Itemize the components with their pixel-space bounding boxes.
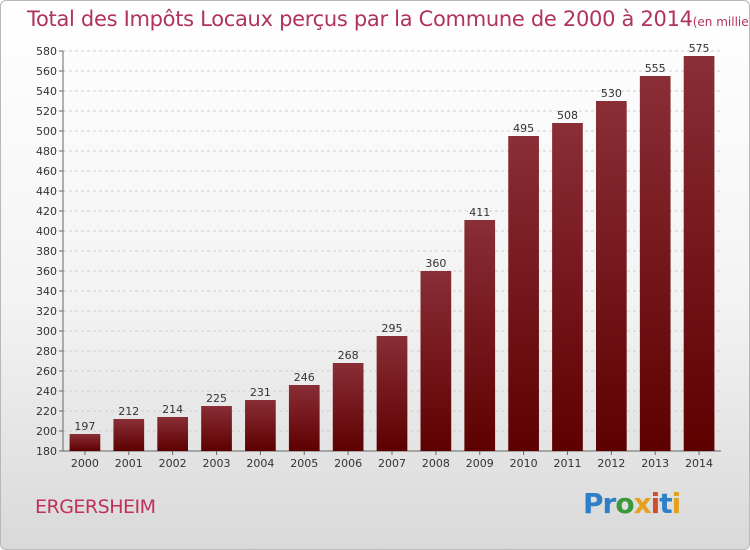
value-label-2007: 295 <box>382 322 403 335</box>
value-label-2004: 231 <box>250 386 271 399</box>
logo-part-1: Pr <box>583 487 616 520</box>
bar-2009 <box>464 220 496 451</box>
y-tick-label: 320 <box>36 305 57 318</box>
x-tick-label-2012: 2012 <box>597 457 625 470</box>
y-tick-label: 580 <box>36 45 57 58</box>
chart-title-unit: (en milliers d'€) <box>692 15 749 29</box>
bar-2012 <box>595 101 627 451</box>
x-tick-label-2000: 2000 <box>71 457 99 470</box>
bar-2013 <box>639 76 671 451</box>
y-tick-label: 340 <box>36 285 57 298</box>
y-tick-label: 480 <box>36 145 57 158</box>
y-tick-label: 460 <box>36 165 57 178</box>
value-label-2006: 268 <box>338 349 359 362</box>
y-tick-label: 300 <box>36 325 57 338</box>
x-tick-label-2008: 2008 <box>422 457 450 470</box>
value-label-2010: 495 <box>513 122 534 135</box>
y-tick-label: 440 <box>36 185 57 198</box>
y-tick-label: 420 <box>36 205 57 218</box>
x-tick-label-2010: 2010 <box>510 457 538 470</box>
y-tick-label: 560 <box>36 65 57 78</box>
value-label-2002: 214 <box>162 403 183 416</box>
value-label-2012: 530 <box>601 87 622 100</box>
value-label-2009: 411 <box>469 206 490 219</box>
y-tick-label: 500 <box>36 125 57 138</box>
value-label-2005: 246 <box>294 371 315 384</box>
value-label-2008: 360 <box>425 257 446 270</box>
x-tick-label-2003: 2003 <box>203 457 231 470</box>
bar-2001 <box>113 419 145 451</box>
x-tick-label-2014: 2014 <box>685 457 713 470</box>
y-tick-label: 360 <box>36 265 57 278</box>
y-tick-label: 520 <box>36 105 57 118</box>
x-tick-label-2013: 2013 <box>641 457 669 470</box>
logo-part-6: i <box>671 487 682 520</box>
value-label-2011: 508 <box>557 109 578 122</box>
proxiti-logo: Proxiti <box>583 487 682 520</box>
y-tick-label: 400 <box>36 225 57 238</box>
value-label-2003: 225 <box>206 392 227 405</box>
x-tick-label-2011: 2011 <box>553 457 581 470</box>
data-labels: 197 212 214 225 231 246 268 295 360 411 495 508 530 5… <box>74 42 709 433</box>
bar-2007 <box>376 336 408 451</box>
chart-title-text: Total des Impôts Locaux perçus par la Co… <box>27 7 693 31</box>
y-tick-label: 260 <box>36 365 57 378</box>
y-tick-label: 200 <box>36 425 57 438</box>
value-label-2001: 212 <box>118 405 139 418</box>
logo-part-5: t <box>659 487 672 520</box>
x-tick-label-2009: 2009 <box>466 457 494 470</box>
x-tick-label-2007: 2007 <box>378 457 406 470</box>
chart-title: Total des Impôts Locaux perçus par la Co… <box>27 7 749 31</box>
y-tick-label: 380 <box>36 245 57 258</box>
bar-2004 <box>245 400 276 451</box>
x-tick-labels: 2000 2001 2002 2003 2004 2005 2006 2007 2008 2009… <box>71 451 713 470</box>
bar-2008 <box>420 271 452 451</box>
y-tick-label: 540 <box>36 85 57 98</box>
bar-2005 <box>288 385 320 451</box>
value-label-2014: 575 <box>689 42 710 55</box>
x-tick-label-2002: 2002 <box>159 457 187 470</box>
x-tick-label-2006: 2006 <box>334 457 362 470</box>
logo-part-2: o <box>615 487 634 520</box>
x-tick-label-2005: 2005 <box>290 457 318 470</box>
bar-2002 <box>157 417 189 451</box>
bar-2006 <box>332 363 364 451</box>
bar-2014 <box>683 56 715 451</box>
value-label-2013: 555 <box>645 62 666 75</box>
bar-2003 <box>201 406 232 451</box>
x-tick-label-2001: 2001 <box>115 457 143 470</box>
y-tick-label: 180 <box>36 445 57 458</box>
logo-part-3: x <box>633 487 652 520</box>
y-tick-label: 220 <box>36 405 57 418</box>
bar-2011 <box>552 123 583 451</box>
y-tick-label: 240 <box>36 385 57 398</box>
y-tick-label: 280 <box>36 345 57 358</box>
commune-name: ERGERSHEIM <box>35 496 156 518</box>
bar-2010 <box>508 136 539 451</box>
y-tick-labels: 180 200 220 240 260 280 300 320 340 360 380 400 420 4… <box>36 45 57 458</box>
value-label-2000: 197 <box>74 420 95 433</box>
bar-2000 <box>69 434 101 451</box>
x-tick-label-2004: 2004 <box>246 457 274 470</box>
bars <box>69 56 715 451</box>
logo-part-4: i <box>650 487 661 520</box>
